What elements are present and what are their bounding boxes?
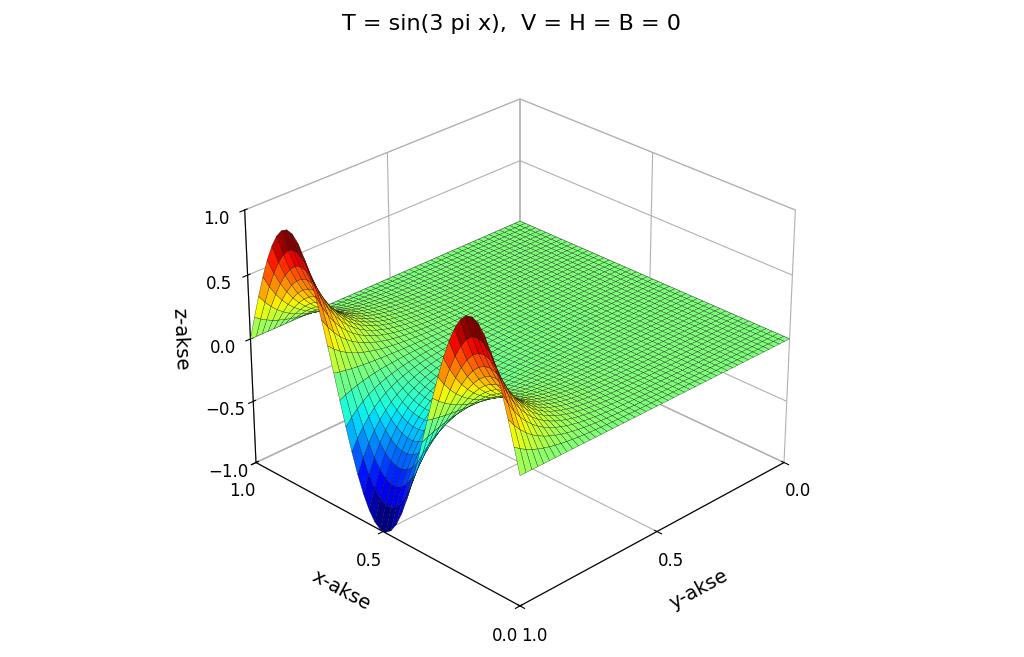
Title: T = sin(3 pi x),  V = H = B = 0: T = sin(3 pi x), V = H = B = 0	[342, 14, 682, 34]
Y-axis label: x-akse: x-akse	[309, 566, 374, 614]
X-axis label: y-akse: y-akse	[667, 566, 731, 614]
